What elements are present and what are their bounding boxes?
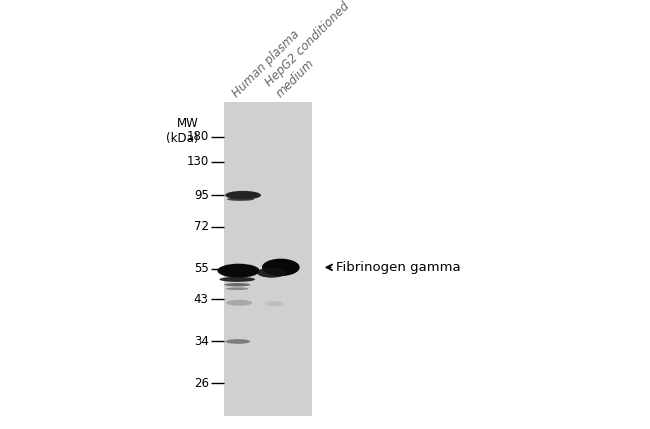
Text: HepG2 conditioned
medium: HepG2 conditioned medium: [263, 0, 363, 100]
Text: 55: 55: [194, 262, 209, 275]
Text: Human plasma: Human plasma: [230, 28, 302, 100]
Ellipse shape: [226, 339, 250, 344]
Text: 72: 72: [194, 221, 209, 233]
Text: MW
(kDa): MW (kDa): [166, 117, 198, 145]
Ellipse shape: [217, 264, 259, 278]
Ellipse shape: [226, 300, 252, 306]
Text: 26: 26: [194, 377, 209, 390]
Text: 95: 95: [194, 189, 209, 202]
Ellipse shape: [257, 268, 287, 278]
Ellipse shape: [262, 259, 300, 276]
Text: Fibrinogen gamma: Fibrinogen gamma: [336, 261, 461, 274]
Text: 43: 43: [194, 293, 209, 306]
Ellipse shape: [227, 197, 254, 201]
Bar: [224, 102, 312, 416]
Ellipse shape: [265, 301, 283, 306]
Ellipse shape: [220, 277, 255, 282]
Text: 34: 34: [194, 335, 209, 348]
Ellipse shape: [225, 191, 261, 199]
Text: 130: 130: [187, 155, 209, 168]
Text: 180: 180: [187, 130, 209, 143]
Ellipse shape: [224, 283, 250, 287]
Ellipse shape: [226, 287, 248, 290]
